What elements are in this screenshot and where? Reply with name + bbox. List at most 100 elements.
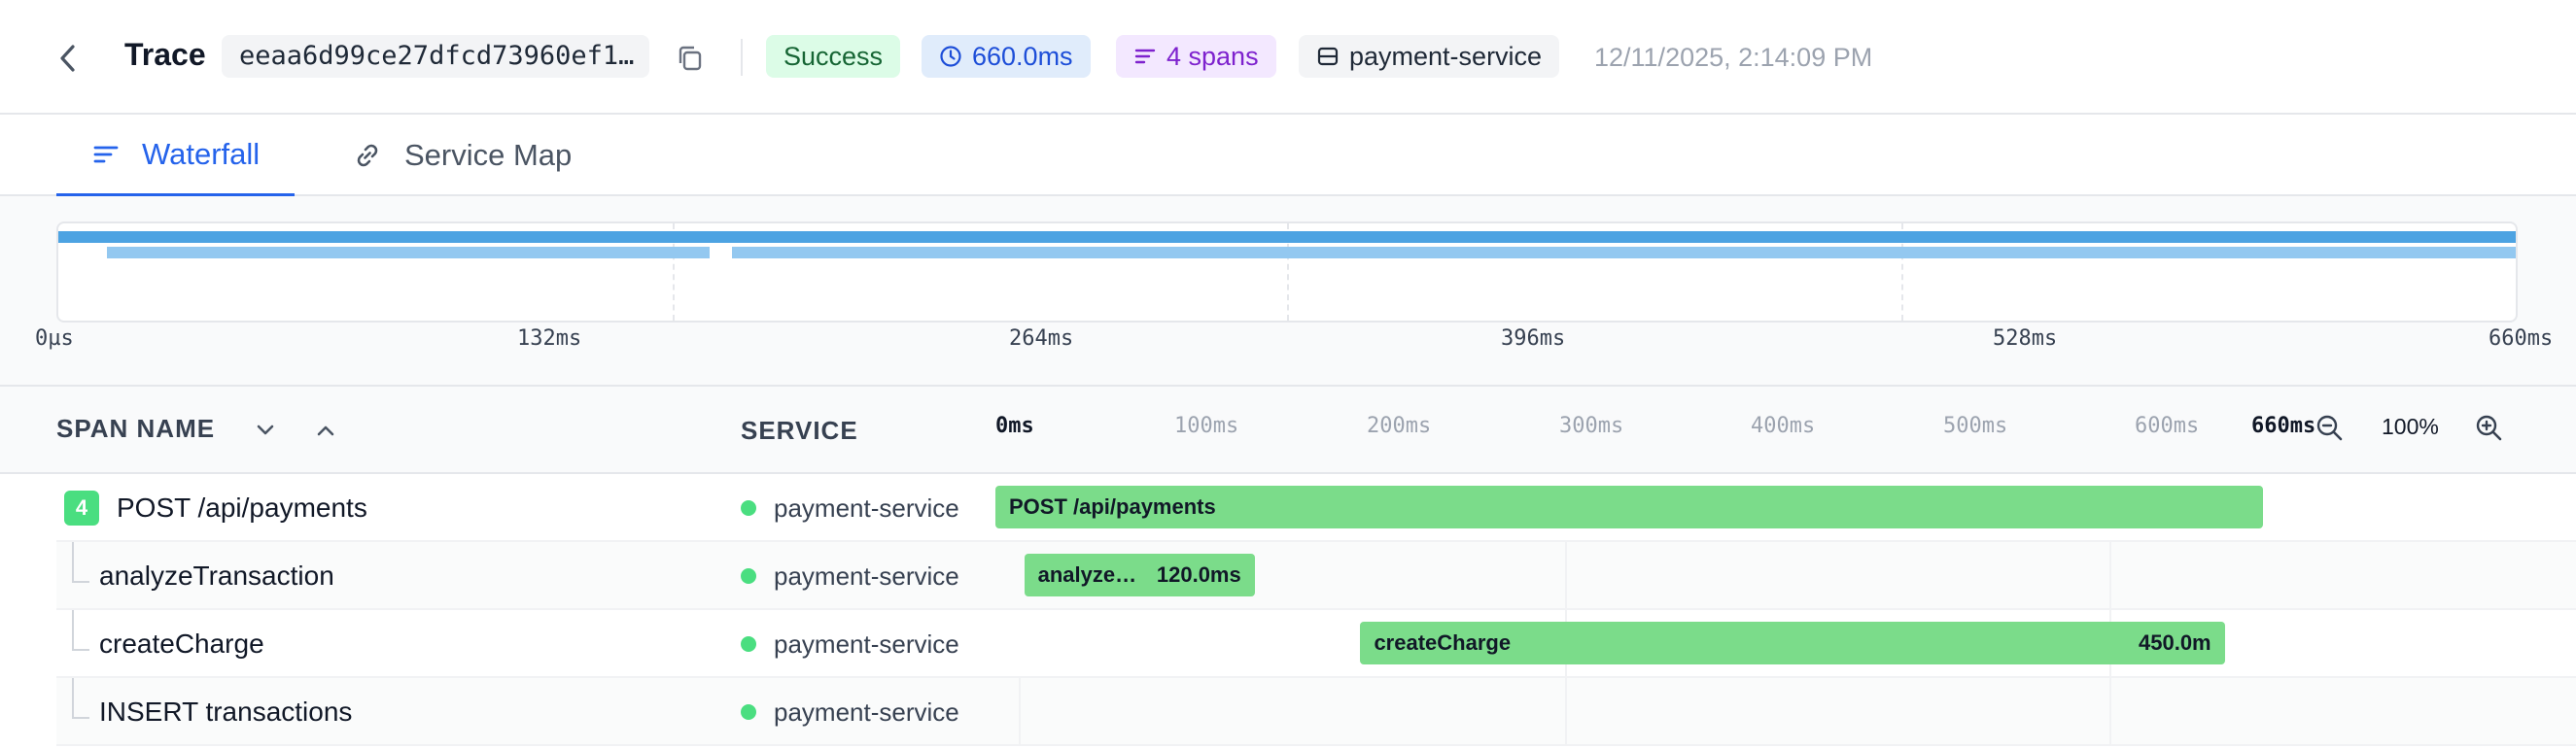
- back-button[interactable]: [52, 39, 84, 78]
- span-bar[interactable]: analyzeTransac... 120.0ms: [1024, 554, 1255, 596]
- span-row[interactable]: 4 POST /api/payments payment-service POS…: [56, 474, 2576, 542]
- trace-minimap[interactable]: [56, 221, 2518, 323]
- span-bar[interactable]: createCharge 450.0m: [1360, 622, 2225, 664]
- span-name: INSERT transactions: [99, 697, 353, 727]
- timeline-tick: 0ms: [995, 414, 1034, 438]
- timeline-gridline: [2109, 542, 2111, 610]
- span-name: POST /api/payments: [117, 493, 367, 523]
- duration-badge: 660.0ms: [922, 35, 1091, 78]
- trace-timestamp: 12/11/2025, 2:14:09 PM: [1594, 43, 1873, 72]
- trace-header: Trace eeaa6d99ce27dfcd73960ef1… Success …: [0, 0, 2576, 115]
- column-header-service: SERVICE: [741, 416, 858, 445]
- service-label: payment-service: [1349, 42, 1543, 71]
- zoom-out-button[interactable]: [2314, 412, 2347, 445]
- span-bar-label: createCharge: [1374, 630, 1512, 655]
- span-bar-duration: 120.0ms: [1156, 562, 1241, 587]
- span-name: createCharge: [99, 629, 264, 659]
- header-divider: [741, 39, 743, 76]
- timeline-tick: 600ms: [2135, 414, 2200, 438]
- timeline-gridline: [1565, 542, 1567, 610]
- span-bar[interactable]: POST /api/payments: [995, 486, 2264, 528]
- timeline-tick: 500ms: [1943, 414, 2008, 438]
- minimap-span-bar: [106, 247, 711, 258]
- waterfall-icon: [93, 146, 119, 162]
- tab-label: Service Map: [404, 138, 573, 172]
- minimap-span-bar: [732, 247, 2516, 258]
- minimap-root-bar: [58, 231, 2516, 243]
- tree-connector: [72, 542, 89, 583]
- minimap-tick: 660ms: [2489, 326, 2554, 351]
- span-service: payment-service: [774, 561, 959, 591]
- span-bar-label: POST /api/payments: [1009, 494, 1216, 519]
- page-title: Trace: [124, 37, 206, 72]
- span-row[interactable]: analyzeTransaction payment-service analy…: [56, 542, 2576, 610]
- child-count-badge[interactable]: 4: [64, 491, 99, 526]
- minimap-tick: 132ms: [517, 326, 582, 351]
- zoom-in-button[interactable]: [2473, 412, 2506, 445]
- status-badge: Success: [766, 35, 901, 78]
- tab-label: Waterfall: [142, 136, 261, 171]
- zoom-level: 100%: [2382, 414, 2439, 439]
- timeline-gridline: [1565, 678, 1567, 746]
- chevron-down-icon: [257, 425, 274, 435]
- copy-button[interactable]: [675, 43, 706, 74]
- service-status-dot: [741, 636, 756, 652]
- service-status-dot: [741, 704, 756, 720]
- span-name-cell: 4 POST /api/payments: [64, 474, 367, 542]
- span-service: payment-service: [774, 697, 959, 727]
- span-service-cell: payment-service: [741, 542, 959, 610]
- server-icon: [1317, 47, 1339, 66]
- tree-connector: [72, 610, 89, 651]
- span-name-cell: analyzeTransaction: [99, 542, 334, 610]
- timeline-tick: 400ms: [1751, 414, 1816, 438]
- clock-icon: [940, 46, 961, 67]
- collapse-all-button[interactable]: [251, 416, 280, 445]
- chevron-left-icon: [60, 45, 75, 72]
- span-table-header: SPAN NAME SERVICE 0ms 100ms 200ms 300ms …: [0, 387, 2576, 474]
- timeline-tick: 300ms: [1559, 414, 1624, 438]
- span-service-cell: payment-service: [741, 610, 959, 678]
- span-service-cell: payment-service: [741, 678, 959, 746]
- span-row[interactable]: createCharge payment-service createCharg…: [56, 610, 2576, 678]
- span-row[interactable]: INSERT transactions payment-service: [56, 678, 2576, 746]
- timeline-gridline: [1019, 678, 1021, 746]
- timeline-tick: 100ms: [1174, 414, 1239, 438]
- status-label: Success: [783, 42, 884, 71]
- tab-waterfall[interactable]: Waterfall: [56, 115, 296, 196]
- trace-minimap-area: 0µs 132ms 264ms 396ms 528ms 660ms: [0, 196, 2576, 387]
- service-status-dot: [741, 500, 756, 516]
- link-icon: [357, 144, 378, 167]
- span-service: payment-service: [774, 629, 959, 659]
- span-service: payment-service: [774, 493, 959, 523]
- column-header-span-name: SPAN NAME: [56, 414, 216, 443]
- minimap-gridline: [1287, 223, 1289, 321]
- tab-service-map[interactable]: Service Map: [317, 115, 607, 196]
- service-badge: payment-service: [1299, 35, 1560, 78]
- minimap-axis: 0µs 132ms 264ms 396ms 528ms 660ms: [0, 326, 2576, 356]
- span-count-label: 4 spans: [1166, 42, 1259, 71]
- minimap-gridline: [673, 223, 675, 321]
- duration-label: 660.0ms: [972, 42, 1073, 71]
- span-bar-label: analyzeTransac...: [1037, 562, 1143, 587]
- span-count-badge: 4 spans: [1116, 35, 1276, 78]
- minimap-tick: 528ms: [1993, 326, 2058, 351]
- span-bar-duration: 450.0m: [2139, 630, 2211, 655]
- minimap-gridline: [1901, 223, 1903, 321]
- timeline-gridline: [2109, 678, 2111, 746]
- service-status-dot: [741, 568, 756, 584]
- view-tabs: Waterfall Service Map: [0, 115, 2576, 196]
- tree-connector: [72, 678, 89, 719]
- expand-all-button[interactable]: [311, 416, 340, 445]
- span-name: analyzeTransaction: [99, 561, 334, 591]
- span-name-cell: createCharge: [99, 610, 264, 678]
- timeline-tick: 660ms: [2251, 414, 2316, 438]
- minimap-tick: 264ms: [1009, 326, 1074, 351]
- minimap-tick: 396ms: [1501, 326, 1566, 351]
- timeline-tick: 200ms: [1367, 414, 1432, 438]
- zoom-out-icon: [2316, 415, 2343, 441]
- span-service-cell: payment-service: [741, 474, 959, 542]
- span-name-cell: INSERT transactions: [99, 678, 352, 746]
- trace-id: eeaa6d99ce27dfcd73960ef1…: [222, 35, 649, 78]
- list-icon: [1134, 49, 1156, 64]
- minimap-tick: 0µs: [35, 326, 74, 351]
